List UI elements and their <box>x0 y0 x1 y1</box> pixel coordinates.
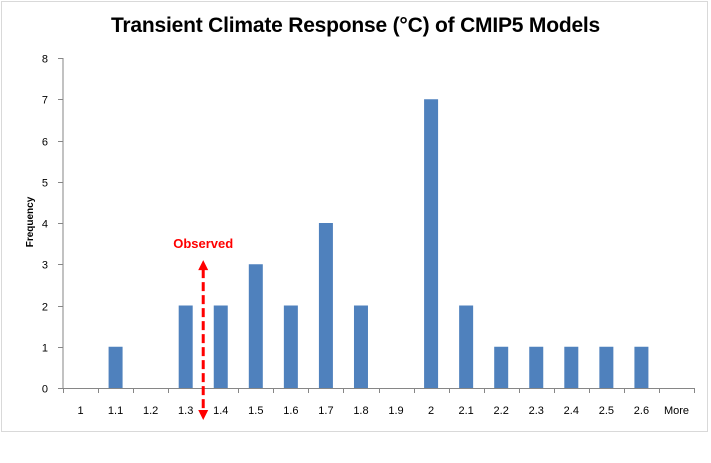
x-tick-label: 1.3 <box>178 405 193 417</box>
bar <box>178 305 193 388</box>
x-tick-label: 2.1 <box>458 405 473 417</box>
observed-arrow-head-up <box>198 260 209 271</box>
x-tick-label: 2 <box>428 405 434 417</box>
bar <box>283 305 298 388</box>
bar <box>564 346 579 388</box>
bar <box>459 305 474 388</box>
bar <box>634 346 649 388</box>
bar <box>494 346 509 388</box>
x-tick-label: 1.7 <box>318 405 333 417</box>
x-tick-label: 2.2 <box>494 405 509 417</box>
x-tick-label: 1.2 <box>143 405 158 417</box>
x-tick-label: 1.1 <box>108 405 123 417</box>
y-axis-label: Frequency <box>25 196 36 247</box>
x-tick-label: 1.5 <box>248 405 263 417</box>
y-tick-label: 8 <box>42 54 48 66</box>
bar <box>353 305 368 388</box>
bar <box>599 346 614 388</box>
observed-arrow-head-down <box>198 410 209 420</box>
x-tick-label: 2.6 <box>634 405 649 417</box>
bar <box>108 346 123 388</box>
y-tick-label: 0 <box>42 384 48 396</box>
bar <box>529 346 544 388</box>
x-tick-label: 1.9 <box>388 405 403 417</box>
y-tick-label: 3 <box>42 260 48 272</box>
observed-annotation: Observed <box>173 236 233 420</box>
x-tick-label: 2.3 <box>529 405 544 417</box>
bar <box>213 305 228 388</box>
x-axis: 1 1.1 1.2 1.3 1.4 1.5 1.6 1.7 1.8 1.9 2 2.1 2.2 2.3 2.… <box>63 388 695 417</box>
x-tick-label: 2.4 <box>564 405 579 417</box>
bar-series <box>108 99 649 388</box>
y-tick-label: 4 <box>42 219 48 231</box>
y-tick-label: 5 <box>42 178 48 190</box>
observed-label: Observed <box>173 236 233 251</box>
y-tick-label: 1 <box>42 343 48 355</box>
x-tick-label: 1.6 <box>283 405 298 417</box>
x-tick-label: 1 <box>77 405 83 417</box>
bar <box>248 264 263 388</box>
y-tick-label: 2 <box>42 302 48 314</box>
y-axis: 0 1 2 3 4 5 6 7 8 <box>42 54 64 396</box>
x-tick-label: 2.5 <box>599 405 614 417</box>
bar <box>318 223 333 388</box>
x-tick-label: 1.8 <box>353 405 368 417</box>
y-tick-label: 7 <box>42 95 48 107</box>
bar <box>424 99 439 388</box>
chart-title: Transient Climate Response (°C) of CMIP5… <box>110 14 601 37</box>
x-tick-label: More <box>664 405 689 417</box>
x-tick-label: 1.4 <box>213 405 228 417</box>
y-tick-label: 6 <box>42 137 48 149</box>
